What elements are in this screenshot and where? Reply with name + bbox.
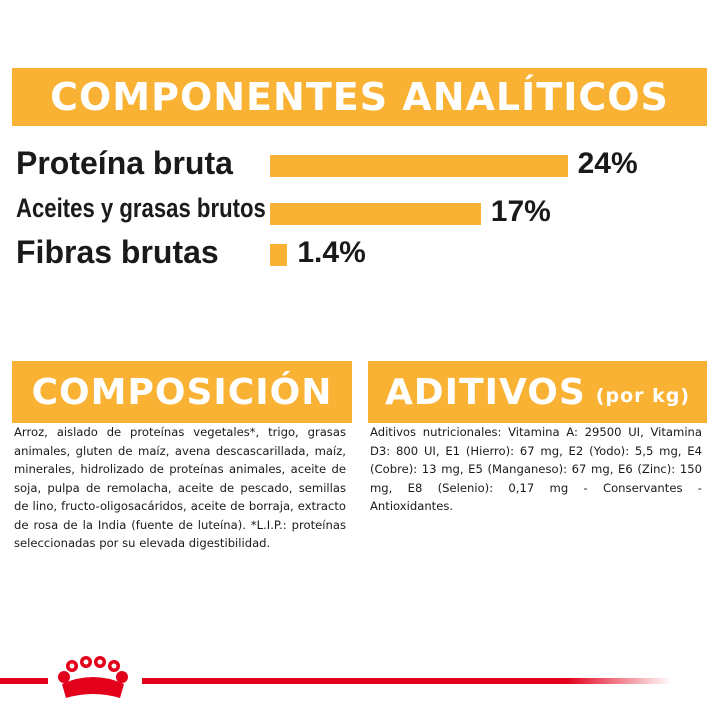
footer-line-left	[0, 678, 48, 684]
additives-subtitle: (por kg)	[595, 385, 691, 407]
bar	[270, 244, 288, 266]
additives-banner: ADITIVOS (por kg)	[368, 361, 707, 423]
bar	[270, 203, 481, 225]
footer-line-right	[142, 678, 672, 684]
composition-text: Arroz, aislado de proteínas vegetales*, …	[14, 425, 346, 550]
analytics-title: COMPONENTES ANALÍTICOS	[50, 75, 669, 119]
value-label: 1.4%	[297, 236, 366, 269]
row-label: Aceites y grasas brutos	[16, 193, 266, 223]
row-label: Proteína bruta	[16, 145, 233, 181]
footer	[0, 656, 672, 698]
additives-title: ADITIVOS	[384, 371, 586, 413]
composition-banner: COMPOSICIÓN	[12, 361, 352, 423]
additives-text: Aditivos nutricionales: Vitamina A: 2950…	[370, 425, 702, 513]
value-label: 17%	[490, 195, 551, 228]
value-label: 24%	[577, 147, 638, 180]
bar	[270, 155, 568, 177]
analytics-banner: COMPONENTES ANALÍTICOS	[12, 68, 707, 126]
row-label: Fibras brutas	[16, 234, 219, 270]
composition-title: COMPOSICIÓN	[31, 371, 333, 413]
crown-logo	[58, 656, 128, 698]
